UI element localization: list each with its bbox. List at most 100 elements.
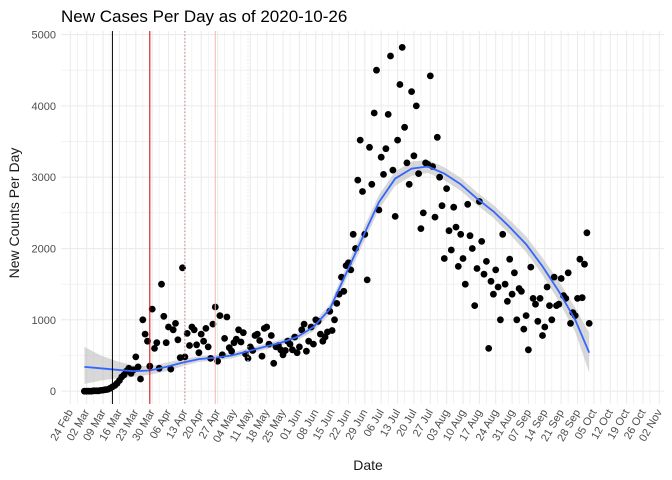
data-point [293,349,301,357]
data-point [419,209,427,217]
data-point [412,102,420,110]
data-point [468,245,476,252]
data-point [541,323,549,331]
data-point [141,330,149,338]
data-point [578,294,586,302]
data-point [179,264,186,272]
data-point [555,300,563,308]
data-point [202,325,210,332]
data-point [195,349,203,357]
data-point [340,287,348,295]
data-point [447,246,455,254]
data-point [522,312,530,319]
data-point [326,307,334,315]
data-point [144,337,151,345]
data-point [137,375,144,383]
data-point [193,341,201,349]
data-point [398,44,406,51]
data-point [190,326,198,334]
data-point [286,340,294,348]
data-point [303,347,310,355]
data-point [282,347,289,354]
data-point [426,72,434,80]
data-point [391,213,399,220]
data-point [415,170,422,178]
data-point [508,290,516,298]
data-point [450,203,458,211]
data-point [490,290,497,298]
data-point [534,317,542,325]
y-tick-label: 3000 [32,172,56,184]
data-point [461,280,469,288]
data-point [511,269,518,277]
data-point [501,280,509,288]
data-point [380,171,387,178]
data-point [204,343,212,351]
data-point [132,353,140,361]
data-point [480,270,488,278]
y-tick-label: 4000 [32,101,56,113]
data-point [557,275,565,282]
data-point [253,330,261,338]
data-point [487,277,495,285]
data-point [403,159,411,167]
data-point [454,263,462,270]
data-point [349,230,357,238]
data-point [183,330,191,337]
data-point [368,180,376,188]
data-point [394,136,401,144]
data-point [548,316,556,324]
data-point [366,143,373,151]
data-point [504,297,511,305]
points-layer [81,44,593,395]
data-point [200,337,208,345]
chart-title: New Cases Per Day as of 2020-10-26 [61,7,347,26]
data-point [408,88,415,95]
data-point [506,255,514,263]
data-point [401,123,408,131]
data-point [459,255,467,262]
data-point [536,295,544,302]
y-tick-label: 5000 [32,30,56,42]
data-point [237,338,245,346]
data-point [333,300,341,307]
data-point [405,180,413,188]
data-point [370,109,378,117]
smooth-line-layer [84,165,591,373]
y-axis-title: New Counts Per Day [6,148,22,279]
data-point [478,238,486,245]
data-point [256,337,264,344]
data-point [373,66,380,74]
data-point [457,230,465,238]
data-point [359,188,366,195]
data-point [384,111,392,118]
y-tick-label: 1000 [32,315,56,327]
data-point [396,81,404,88]
data-point [239,329,247,337]
data-point [550,273,558,281]
data-point [452,223,460,231]
y-tick-label: 0 [50,386,56,398]
data-point [300,320,308,328]
data-point [389,166,397,174]
data-point [354,176,362,184]
data-point [436,173,443,181]
data-point [438,202,446,210]
data-point [483,258,490,265]
data-point [363,276,371,284]
data-point [223,313,231,321]
data-point [492,266,500,274]
grid-layer [61,31,664,404]
data-point [417,225,425,233]
data-point [445,227,453,235]
data-point [216,312,224,319]
data-point [356,136,364,144]
data-point [520,325,528,333]
data-point [471,302,479,309]
data-point [564,269,572,277]
data-point [543,283,551,291]
event-lines-layer [111,31,249,404]
data-point [298,326,306,334]
data-point [513,316,521,324]
